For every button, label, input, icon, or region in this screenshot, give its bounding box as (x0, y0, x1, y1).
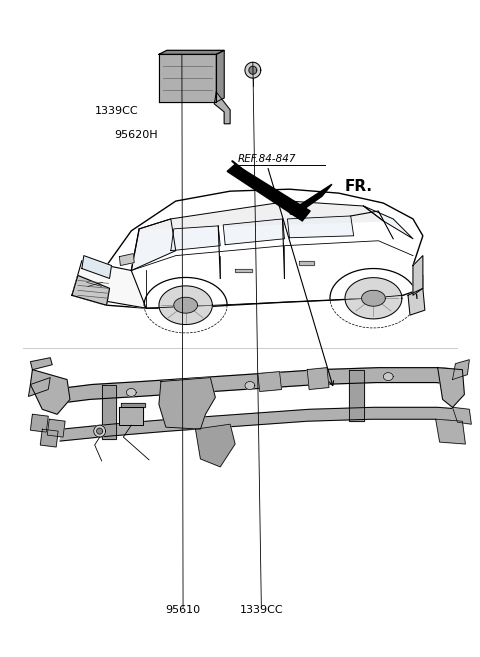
Polygon shape (72, 261, 146, 308)
Polygon shape (159, 55, 216, 102)
Polygon shape (438, 368, 464, 407)
Polygon shape (94, 425, 106, 437)
Polygon shape (223, 219, 285, 244)
Polygon shape (361, 290, 385, 306)
Polygon shape (245, 382, 255, 390)
Polygon shape (139, 201, 384, 229)
Polygon shape (245, 62, 261, 78)
Text: 95610: 95610 (166, 605, 201, 616)
Polygon shape (300, 261, 314, 265)
Polygon shape (82, 256, 111, 279)
Text: 1339CC: 1339CC (96, 106, 139, 116)
Polygon shape (345, 278, 402, 319)
Polygon shape (50, 368, 462, 404)
Polygon shape (307, 368, 329, 390)
Polygon shape (216, 51, 224, 102)
Polygon shape (294, 184, 332, 216)
Text: REF.84-847: REF.84-847 (238, 154, 296, 164)
Polygon shape (363, 206, 413, 238)
Polygon shape (214, 92, 230, 124)
Polygon shape (72, 189, 423, 308)
Polygon shape (384, 373, 393, 380)
Polygon shape (120, 407, 143, 425)
Polygon shape (102, 384, 117, 439)
Polygon shape (258, 372, 281, 392)
Polygon shape (159, 286, 212, 325)
Text: 1339CC: 1339CC (240, 605, 283, 616)
Polygon shape (349, 370, 363, 421)
Polygon shape (72, 275, 109, 306)
Polygon shape (159, 378, 216, 429)
Polygon shape (436, 419, 466, 444)
Text: FR.: FR. (344, 179, 372, 194)
Polygon shape (408, 288, 425, 315)
Polygon shape (159, 51, 224, 55)
Polygon shape (288, 216, 354, 238)
Polygon shape (235, 269, 252, 273)
Polygon shape (60, 407, 462, 441)
Polygon shape (47, 419, 65, 437)
Polygon shape (174, 297, 197, 313)
Polygon shape (28, 378, 50, 396)
Polygon shape (30, 358, 52, 370)
Polygon shape (227, 164, 310, 221)
Polygon shape (195, 424, 235, 467)
Polygon shape (453, 360, 469, 380)
Polygon shape (40, 429, 58, 447)
Polygon shape (131, 219, 176, 271)
Polygon shape (30, 370, 70, 415)
Polygon shape (126, 388, 136, 396)
Polygon shape (453, 407, 471, 424)
Polygon shape (171, 226, 220, 251)
Polygon shape (30, 415, 48, 432)
Polygon shape (413, 256, 423, 295)
Polygon shape (120, 254, 134, 265)
Polygon shape (249, 66, 257, 74)
Text: 95620H: 95620H (114, 130, 158, 140)
Polygon shape (96, 428, 103, 434)
Polygon shape (121, 403, 145, 407)
